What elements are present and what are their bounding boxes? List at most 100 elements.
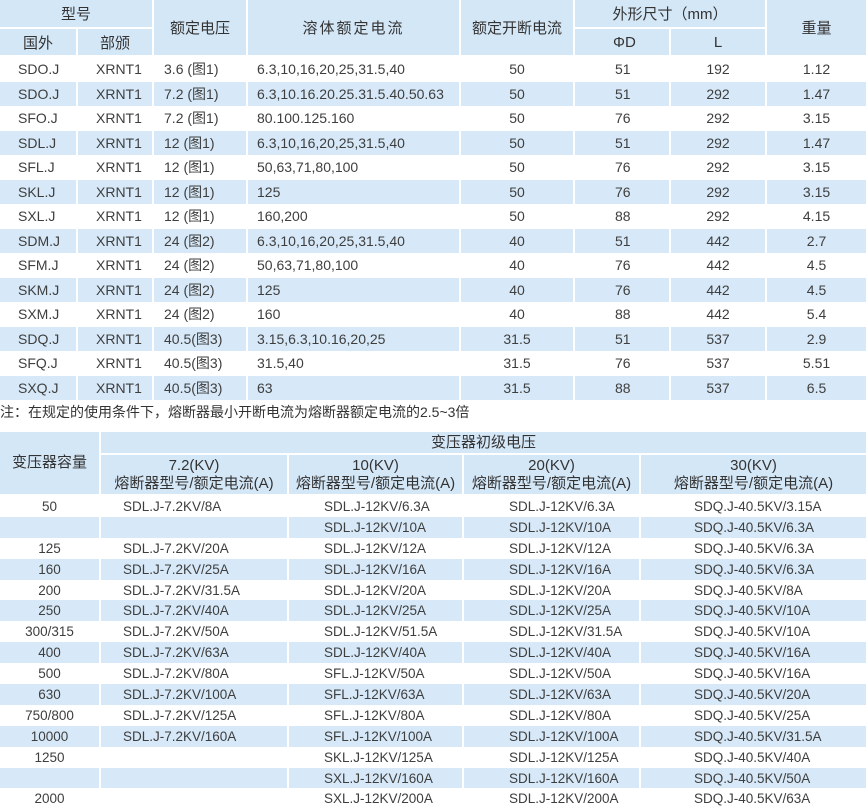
cell-7-2kv: SDL.J-7.2KV/31.5A — [100, 579, 289, 601]
cell-weight: 4.5 — [766, 253, 867, 278]
cell-capacity: 10000 — [0, 725, 101, 747]
cell-capacity: 500 — [0, 663, 101, 685]
cell-ministry-model: XRNT1 — [77, 81, 155, 106]
cell-fuse-current: 6.3,10,16,20,25,31.5,40 — [247, 130, 462, 155]
cell-7-2kv — [100, 788, 289, 809]
cell-rated-voltage: 12 (图1) — [153, 155, 249, 180]
table-row: SKM.J XRNT1 24 (图2) 125 40 76 442 4.5 — [0, 277, 867, 302]
table-row: SXL.J-12KV/160A SDL.J-12KV/160A SDQ.J-40.5… — [0, 767, 867, 789]
table-row: SDO.J XRNT1 3.6 (图1) 6.3,10,16,20,25,31.5,4… — [0, 56, 867, 82]
fuse-model-current-label: 熔断器型号/额定电流(A) — [673, 474, 834, 492]
cell-length: 292 — [670, 155, 768, 180]
cell-rated-voltage: 24 (图2) — [153, 302, 249, 327]
cell-ministry-model: XRNT1 — [77, 326, 155, 351]
cell-diameter: 76 — [574, 179, 672, 204]
cell-weight: 1.47 — [766, 130, 867, 155]
cell-weight: 3.15 — [766, 155, 867, 180]
cell-10kv: SDL.J-12KV/10A — [288, 516, 464, 538]
cell-length: 537 — [670, 375, 768, 400]
cell-diameter: 76 — [574, 155, 672, 180]
header-capacity: 变压器容量 — [0, 432, 101, 496]
cell-10kv: SFL.J-12KV/50A — [288, 663, 464, 685]
cell-10kv: SDL.J-12KV/51.5A — [288, 621, 464, 643]
cell-breaking-current: 40 — [460, 277, 576, 302]
table-row: SDL.J XRNT1 12 (图1) 6.3,10,16,20,25,31.5,40… — [0, 130, 867, 155]
cell-capacity: 250 — [0, 600, 101, 622]
cell-rated-voltage: 24 (图2) — [153, 228, 249, 253]
cell-7-2kv — [100, 767, 289, 789]
cell-ministry-model: XRNT1 — [77, 375, 155, 400]
cell-length: 442 — [670, 302, 768, 327]
cell-20kv: SDL.J-12KV/80A — [463, 704, 641, 726]
cell-30kv: SDQ.J-40.5KV/31.5A — [640, 725, 867, 747]
table-row: SXQ.J XRNT1 40.5(图3) 63 31.5 88 537 6.5 — [0, 375, 867, 400]
table-row: 1250 SKL.J-12KV/125A SDL.J-12KV/125A SDQ.J-… — [0, 746, 867, 768]
cell-20kv: SDL.J-12KV/20A — [463, 579, 641, 601]
cell-7-2kv: SDL.J-7.2KV/8A — [100, 495, 289, 517]
cell-rated-voltage: 12 (图1) — [153, 130, 249, 155]
cell-capacity: 125 — [0, 537, 101, 559]
cell-rated-voltage: 3.6 (图1) — [153, 56, 249, 82]
cell-20kv: SDL.J-12KV/160A — [463, 767, 641, 789]
cell-20kv: SDL.J-12KV/125A — [463, 746, 641, 768]
cell-foreign-model: SXQ.J — [0, 375, 78, 400]
cell-breaking-current: 31.5 — [460, 375, 576, 400]
cell-weight: 4.15 — [766, 204, 867, 229]
table-row: SXM.J XRNT1 24 (图2) 160 40 88 442 5.4 — [0, 302, 867, 327]
cell-breaking-current: 31.5 — [460, 351, 576, 376]
cell-diameter: 51 — [574, 228, 672, 253]
fuse-model-current-label: 熔断器型号/额定电流(A) — [471, 474, 632, 492]
cell-fuse-current: 63 — [247, 375, 462, 400]
cell-fuse-current: 31.5,40 — [247, 351, 462, 376]
cell-diameter: 76 — [574, 351, 672, 376]
cell-rated-voltage: 12 (图1) — [153, 179, 249, 204]
cell-30kv: SDQ.J-40.5KV/6.3A — [640, 516, 867, 538]
cell-20kv: SDL.J-12KV/31.5A — [463, 621, 641, 643]
cell-weight: 5.51 — [766, 351, 867, 376]
header-model: 型号 — [0, 0, 155, 29]
cell-weight: 6.5 — [766, 375, 867, 400]
cell-breaking-current: 50 — [460, 56, 576, 82]
cell-capacity: 50 — [0, 495, 101, 517]
cell-diameter: 51 — [574, 81, 672, 106]
cell-diameter: 76 — [574, 106, 672, 131]
header-voltage-column: 30(KV) 熔断器型号/额定电流(A) — [640, 454, 867, 496]
cell-capacity: 400 — [0, 642, 101, 664]
header-ministry: 部颁 — [77, 28, 155, 57]
cell-20kv: SDL.J-12KV/100A — [463, 725, 641, 747]
cell-length: 537 — [670, 326, 768, 351]
cell-weight: 1.12 — [766, 56, 867, 82]
cell-10kv: SFL.J-12KV/100A — [288, 725, 464, 747]
cell-breaking-current: 40 — [460, 228, 576, 253]
cell-weight: 2.9 — [766, 326, 867, 351]
cell-10kv: SFL.J-12KV/63A — [288, 684, 464, 705]
cell-30kv: SDQ.J-40.5KV/3.15A — [640, 495, 867, 517]
cell-7-2kv: SDL.J-7.2KV/160A — [100, 725, 289, 747]
cell-fuse-current: 6.3,10,16,20,25,31.5,40 — [247, 228, 462, 253]
cell-fuse-current: 160 — [247, 302, 462, 327]
voltage-label: 7.2(KV) — [168, 456, 220, 474]
cell-foreign-model: SFQ.J — [0, 351, 78, 376]
table-row: 160 SDL.J-7.2KV/25A SDL.J-12KV/16A SDL.J-12… — [0, 558, 867, 580]
cell-weight: 5.4 — [766, 302, 867, 327]
cell-rated-voltage: 7.2 (图1) — [153, 106, 249, 131]
cell-length: 292 — [670, 81, 768, 106]
cell-weight: 3.15 — [766, 106, 867, 131]
voltage-label: 30(KV) — [730, 456, 777, 474]
cell-capacity: 2000 — [0, 788, 101, 809]
cell-length: 537 — [670, 351, 768, 376]
cell-7-2kv: SDL.J-7.2KV/63A — [100, 642, 289, 664]
table-row: 50 SDL.J-7.2KV/8A SDL.J-12KV/6.3A SDL.J-12K… — [0, 495, 867, 517]
table-row: SKL.J XRNT1 12 (图1) 125 50 76 292 3.15 — [0, 179, 867, 204]
cell-20kv: SDL.J-12KV/40A — [463, 642, 641, 664]
header-voltage-column: 20(KV) 熔断器型号/额定电流(A) — [463, 454, 641, 496]
cell-30kv: SDQ.J-40.5KV/20A — [640, 684, 867, 705]
table-row: 630 SDL.J-7.2KV/100A SFL.J-12KV/63A SDL.J-1… — [0, 684, 867, 705]
table-row: SDQ.J XRNT1 40.5(图3) 3.15,6.3,10.16,20,25 31… — [0, 326, 867, 351]
cell-capacity — [0, 767, 101, 789]
note-text: 注：在规定的使用条件下，熔断器最小开断电流为熔断器额定电流的2.5~3倍 — [0, 404, 470, 420]
cell-7-2kv: SDL.J-7.2KV/20A — [100, 537, 289, 559]
cell-ministry-model: XRNT1 — [77, 204, 155, 229]
cell-diameter: 88 — [574, 302, 672, 327]
cell-length: 292 — [670, 130, 768, 155]
